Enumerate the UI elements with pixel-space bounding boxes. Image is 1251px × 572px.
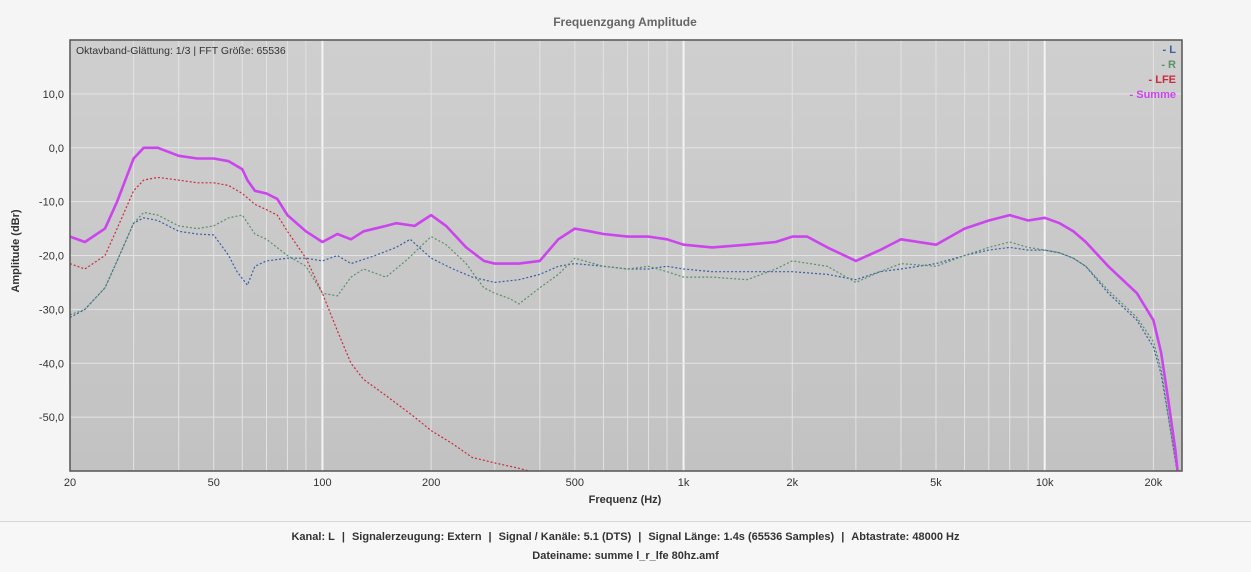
y-tick-label: 10,0 — [43, 89, 64, 101]
separator: | — [841, 531, 845, 543]
smoothing-info: Oktavband-Glättung: 1/3 | FFT Größe: 655… — [76, 45, 286, 57]
y-tick-label: -20,0 — [39, 251, 64, 263]
series-line-lfe — [70, 176, 532, 471]
y-tick-label: -10,0 — [39, 197, 64, 209]
x-tick-label: 1k — [678, 477, 690, 489]
y-axis-ticks: 10,0 0,0 -10,0 -20,0 -30,0 -40,0 -50,0 — [39, 89, 64, 424]
x-tick-label: 200 — [422, 477, 440, 489]
signalerzeugung-info: Signalerzeugung: Extern — [351, 531, 482, 543]
x-tick-label: 2k — [786, 477, 798, 489]
legend-entry-summe: - Summe — [1130, 89, 1176, 101]
kanal-info: Kanal: L — [291, 531, 335, 543]
y-tick-label: -40,0 — [39, 358, 64, 370]
series-line-r — [70, 211, 1178, 471]
x-tick-label: 20k — [1145, 477, 1163, 489]
y-axis-label: Amplitude (dBr) — [10, 209, 22, 292]
legend: - L - R - LFE - Summe — [1130, 44, 1177, 101]
plot-border — [69, 39, 1183, 472]
x-tick-label: 20 — [64, 477, 76, 489]
x-tick-label: 5k — [930, 477, 942, 489]
series-group — [70, 146, 1179, 471]
y-tick-label: 0,0 — [49, 143, 64, 155]
frequency-response-chart: Frequenzgang Amplitude Oktavband-Glättun… — [10, 15, 1183, 506]
filename-line: Dateiname: summe l_r_lfe 80hz.amf — [0, 550, 1251, 562]
x-tick-label: 10k — [1036, 477, 1054, 489]
x-tick-label: 50 — [208, 477, 220, 489]
series-line-summe — [70, 146, 1179, 471]
abtastrate-info: Abtastrate: 48000 Hz — [851, 531, 960, 543]
signal-info-line: Kanal: L | Signalerzeugung: Extern | Signal … — [0, 531, 1251, 543]
legend-entry-lfe: - LFE — [1149, 74, 1177, 86]
dateiname-info: Dateiname: summe l_r_lfe 80hz.amf — [532, 550, 719, 562]
x-tick-label: 100 — [313, 477, 331, 489]
info-footer: Kanal: L | Signalerzeugung: Extern | Signal … — [0, 521, 1251, 572]
legend-entry-l: - L — [1163, 44, 1177, 56]
signal-kanaele-info: Signal / Kanäle: 5.1 (DTS) — [498, 531, 632, 543]
separator: | — [488, 531, 492, 543]
legend-entry-r: - R — [1161, 59, 1176, 71]
signal-laenge-info: Signal Länge: 1.4s (65536 Samples) — [648, 531, 835, 543]
separator: | — [638, 531, 642, 543]
x-axis-ticks: 20 50 100 200 500 1k 2k 5k 10k 20k — [64, 477, 1163, 489]
chart-title: Frequenzgang Amplitude — [553, 15, 697, 29]
y-tick-label: -50,0 — [39, 412, 64, 424]
grid-lines — [69, 40, 1182, 471]
x-tick-label: 500 — [566, 477, 584, 489]
separator: | — [341, 531, 345, 543]
y-tick-label: -30,0 — [39, 304, 64, 316]
x-axis-label: Frequenz (Hz) — [589, 494, 662, 506]
